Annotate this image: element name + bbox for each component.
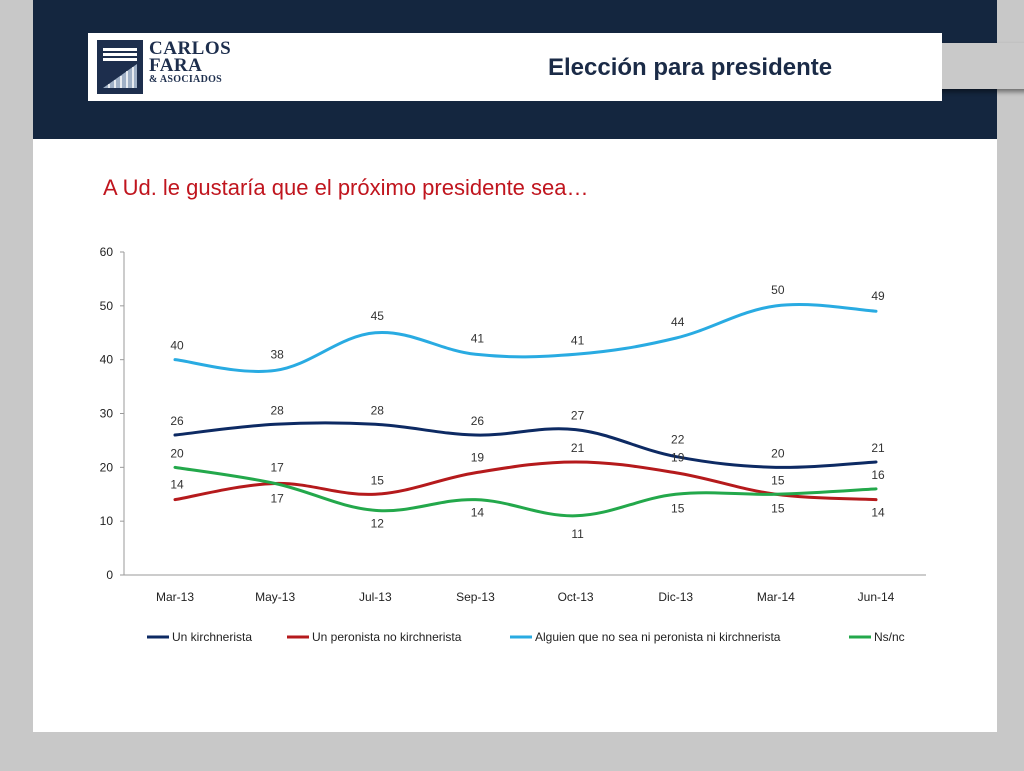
- data-label: 28: [371, 403, 385, 417]
- data-label: 41: [571, 333, 585, 347]
- series-line-3: [173, 465, 878, 518]
- series-line-2: [173, 302, 878, 373]
- question-title: A Ud. le gustaría que el próximo preside…: [103, 175, 589, 200]
- logo-line-2: FARA: [149, 55, 203, 76]
- x-tick-label: Jul-13: [359, 590, 392, 604]
- legend-label: Ns/nc: [874, 630, 905, 644]
- y-tick-label: 60: [100, 245, 114, 259]
- y-tick-label: 20: [100, 460, 114, 474]
- page-title: Elección para presidente: [548, 54, 833, 81]
- logo-line-1: CARLOS: [149, 38, 232, 59]
- data-label: 14: [871, 506, 885, 520]
- series-line-0: [173, 421, 878, 469]
- legend-label: Un peronista no kirchnerista: [312, 630, 462, 644]
- data-label: 20: [771, 446, 785, 460]
- data-label: 28: [270, 403, 284, 417]
- company-logo: CARLOS FARA & ASOCIADOS: [97, 38, 247, 94]
- x-tick-label: Mar-13: [156, 590, 194, 604]
- data-label: 21: [871, 441, 885, 455]
- logo-line-3: & ASOCIADOS: [149, 74, 223, 85]
- y-tick-label: 50: [100, 299, 114, 313]
- data-label: 45: [371, 309, 385, 323]
- data-label: 19: [471, 451, 485, 465]
- data-label: 15: [671, 501, 685, 515]
- data-label: 20: [170, 446, 184, 460]
- legend-label: Alguien que no sea ni peronista ni kirch…: [535, 630, 781, 644]
- chart-legend: Un kirchnerista Un peronista no kirchneri…: [147, 630, 905, 644]
- data-label: 17: [270, 460, 284, 474]
- data-label: 19: [671, 451, 685, 465]
- x-tick-label: May-13: [255, 590, 295, 604]
- title-box: [88, 33, 942, 101]
- data-label: 41: [471, 331, 485, 345]
- data-label: 16: [871, 468, 885, 482]
- data-label: 26: [471, 414, 485, 428]
- y-tick-label: 30: [100, 407, 114, 421]
- data-label: 14: [170, 478, 184, 492]
- data-label: 14: [471, 506, 485, 520]
- y-tick-label: 10: [100, 514, 114, 528]
- chart-axes: 0 10 20 30 40 50 60 Mar-13 May-13 Jul-13 Sep-13 Oct…: [100, 245, 926, 604]
- legend-label: Un kirchnerista: [172, 630, 252, 644]
- y-tick-label: 0: [106, 568, 113, 582]
- data-label: 49: [871, 289, 885, 303]
- data-label: 50: [771, 283, 785, 297]
- data-label: 40: [170, 339, 184, 353]
- data-labels: 26 28 28 26 27 22 20 21 14 17 15 19 21 19 15 14 40 38 45 41…: [170, 283, 885, 541]
- x-tick-label: Jun-14: [858, 590, 895, 604]
- data-label: 38: [270, 347, 284, 361]
- x-tick-label: Sep-13: [456, 590, 495, 604]
- logo-text: CARLOS FARA & ASOCIADOS: [149, 38, 232, 86]
- data-label: 15: [771, 501, 785, 515]
- logo-mark-icon: [97, 40, 143, 94]
- data-label: 26: [170, 414, 184, 428]
- data-label: 27: [571, 409, 585, 423]
- series-line-1: [173, 460, 878, 502]
- x-tick-label: Dic-13: [658, 590, 693, 604]
- series-lines: [173, 302, 878, 518]
- data-label: 12: [371, 516, 385, 530]
- y-tick-label: 40: [100, 353, 114, 367]
- data-label: 15: [771, 473, 785, 487]
- data-label: 17: [270, 491, 284, 505]
- x-tick-label: Mar-14: [757, 590, 795, 604]
- data-label: 11: [571, 527, 584, 541]
- data-label: 44: [671, 315, 685, 329]
- data-label: 15: [371, 473, 385, 487]
- data-label: 22: [671, 433, 685, 447]
- x-tick-label: Oct-13: [558, 590, 594, 604]
- data-label: 21: [571, 441, 585, 455]
